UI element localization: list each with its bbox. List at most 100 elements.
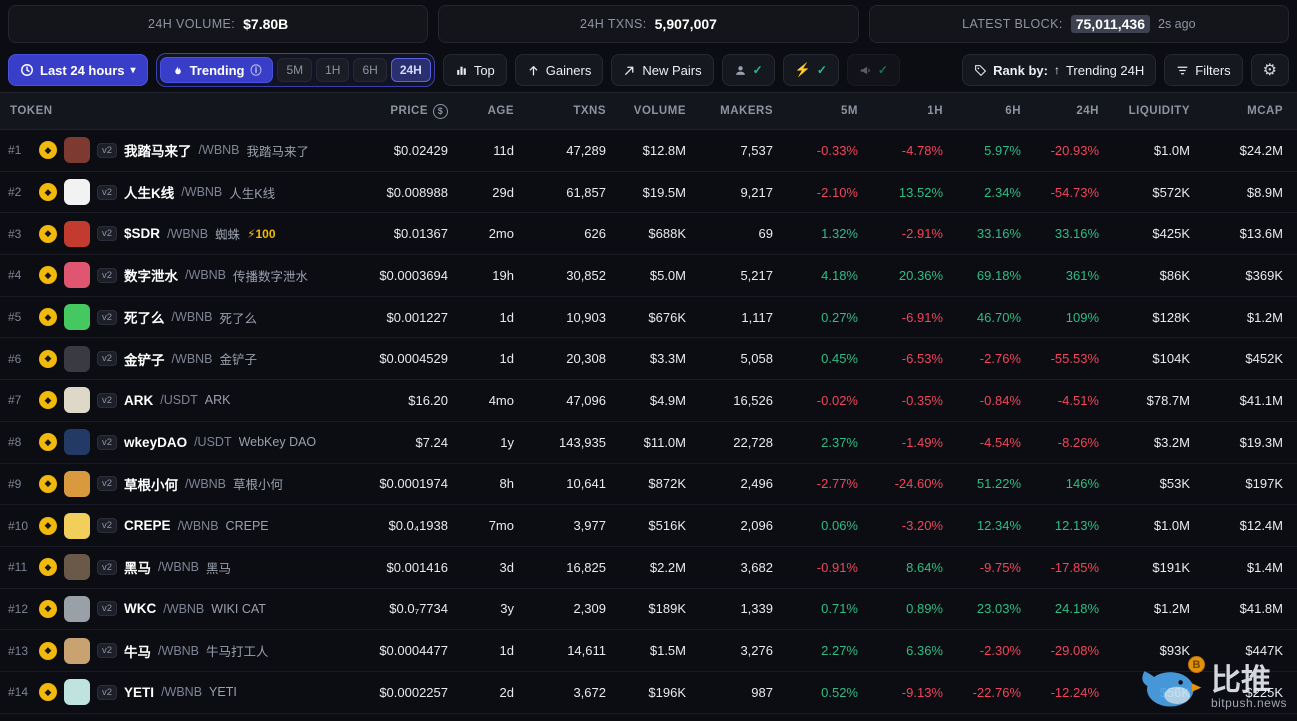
token-cell: #14 ◆ v2 YETI /WBNB YETI — [0, 679, 368, 706]
trending-button[interactable]: Trending ⓘ — [159, 57, 274, 83]
bolt-icon: ⚡ — [794, 62, 811, 77]
token-cell: #8 ◆ v2 wkeyDAO /USDT WebKey DAO — [0, 429, 368, 456]
price-cell: $0.0002257 — [379, 684, 448, 700]
header-1h[interactable]: 1H — [927, 105, 943, 117]
header-token[interactable]: TOKEN — [10, 105, 53, 117]
rank-label: #10 — [8, 518, 29, 533]
table-row[interactable]: #12 ◆ v2 WKC /WBNB WIKI CAT $0.0₇7734 3y… — [0, 589, 1297, 631]
top-button[interactable]: Top — [442, 54, 507, 86]
boosted-toggle[interactable]: ⚡ ✓ — [782, 54, 839, 86]
token-name: 黑马 — [206, 561, 232, 576]
token-avatar — [64, 429, 90, 456]
currency-toggle-icon[interactable]: $ — [433, 103, 448, 119]
change-1h-cell: -6.53% — [901, 351, 943, 367]
profile-toggle[interactable]: ✓ — [721, 54, 775, 86]
liquidity-cell: $3.2M — [1153, 434, 1190, 450]
header-24h[interactable]: 24H — [1076, 105, 1099, 117]
token-pair: /WBNB — [161, 685, 203, 700]
change-6h-cell: -9.75% — [979, 559, 1021, 575]
table-row[interactable]: #10 ◆ v2 CREPE /WBNB CREPE $0.0₄1938 7mo… — [0, 505, 1297, 547]
change-6h-cell: -0.84% — [979, 392, 1021, 408]
timeframe-1h[interactable]: 1H — [316, 58, 350, 82]
price-cell: $0.0004477 — [379, 643, 448, 659]
timeframe-24h[interactable]: 24H — [390, 58, 431, 82]
timeframe-5m[interactable]: 5M — [277, 58, 313, 82]
filters-label: Filters — [1195, 62, 1231, 78]
header-volume[interactable]: VOLUME — [633, 105, 686, 117]
megaphone-icon — [859, 64, 872, 77]
table-row[interactable]: #6 ◆ v2 金铲子 /WBNB 金铲子 $0.0004529 1d 20,3… — [0, 338, 1297, 381]
change-24h-cell: 361% — [1065, 267, 1099, 283]
rank-label: #4 — [8, 268, 22, 283]
txns-cell: 30,852 — [566, 267, 606, 283]
change-5m-cell: -0.02% — [816, 392, 858, 408]
token-table: TOKEN PRICE $ AGE TXNS VOLUME MAKERS 5M … — [0, 92, 1297, 714]
change-5m-cell: 0.06% — [821, 518, 858, 534]
filters-button[interactable]: Filters — [1164, 54, 1243, 86]
token-symbol: 死了么 — [124, 311, 165, 327]
table-row[interactable]: #7 ◆ v2 ARK /USDT ARK $16.20 4mo 47,096 … — [0, 380, 1297, 422]
txns-cell: 20,308 — [566, 351, 606, 367]
makers-cell: 2,096 — [740, 518, 773, 534]
ads-toggle[interactable]: ✓ — [846, 54, 900, 86]
token-avatar — [64, 262, 90, 289]
token-name: 传播数字泄水 — [233, 269, 309, 284]
settings-button[interactable]: ⚙ — [1250, 54, 1289, 86]
txns-cell: 10,903 — [566, 309, 606, 325]
table-row[interactable]: #8 ◆ v2 wkeyDAO /USDT WebKey DAO $7.24 1… — [0, 422, 1297, 464]
time-range-label: Last 24 hours — [40, 62, 125, 78]
table-row[interactable]: #1 ◆ v2 我踏马来了 /WBNB 我踏马来了 $0.02429 11d 4… — [0, 130, 1297, 172]
age-cell: 11d — [493, 142, 514, 158]
new-pairs-button[interactable]: New Pairs — [611, 54, 714, 86]
timeframe-6h[interactable]: 6H — [353, 58, 387, 82]
age-cell: 2d — [499, 684, 514, 700]
check-icon: ✓ — [816, 63, 827, 77]
bnb-chain-icon: ◆ — [39, 558, 57, 577]
gainers-button[interactable]: Gainers — [514, 54, 604, 86]
rank-by-button[interactable]: Rank by: ↑ Trending 24H — [962, 54, 1157, 86]
mcap-cell: $1.4M — [1246, 559, 1283, 575]
change-5m-cell: -2.77% — [816, 476, 858, 492]
change-1h-cell: 13.52% — [898, 184, 943, 200]
header-txns[interactable]: TXNS — [573, 105, 606, 117]
liquidity-cell: $1.2M — [1153, 601, 1190, 617]
table-row[interactable]: #5 ◆ v2 死了么 /WBNB 死了么 $0.001227 1d 10,90… — [0, 297, 1297, 339]
age-cell: 1d — [499, 351, 514, 367]
header-6h[interactable]: 6H — [1005, 105, 1021, 117]
price-cell: $16.20 — [408, 392, 448, 408]
table-row[interactable]: #3 ◆ v2 $SDR /WBNB 蜘蛛 ⚡100 $0.01367 2mo … — [0, 213, 1297, 256]
gainers-label: Gainers — [545, 62, 592, 78]
version-badge: v2 — [97, 643, 118, 659]
change-5m-cell: 4.18% — [821, 267, 858, 283]
new-pairs-label: New Pairs — [642, 62, 702, 78]
age-cell: 1y — [500, 434, 514, 450]
change-24h-cell: 109% — [1065, 309, 1099, 325]
bnb-chain-icon: ◆ — [39, 516, 57, 535]
table-row[interactable]: #2 ◆ v2 人生K线 /WBNB 人生K线 $0.008988 29d 61… — [0, 172, 1297, 214]
token-pair: /WBNB — [198, 143, 240, 158]
header-5m[interactable]: 5M — [841, 105, 858, 117]
rank-label: #11 — [8, 560, 28, 575]
token-avatar — [64, 679, 90, 706]
table-row[interactable]: #14 ◆ v2 YETI /WBNB YETI $0.0002257 2d 3… — [0, 672, 1297, 714]
change-1h-cell: -1.49% — [901, 434, 943, 450]
trending-group: Trending ⓘ 5M 1H 6H 24H — [155, 53, 435, 87]
liquidity-cell: $128K — [1152, 309, 1190, 325]
header-mcap[interactable]: MCAP — [1247, 105, 1283, 117]
header-age[interactable]: AGE — [487, 105, 514, 117]
mcap-cell: $8.9M — [1246, 184, 1283, 200]
change-6h-cell: 51.22% — [976, 476, 1021, 492]
time-range-button[interactable]: Last 24 hours ▾ — [8, 54, 148, 86]
table-row[interactable]: #4 ◆ v2 数字泄水 /WBNB 传播数字泄水 $0.0003694 19h… — [0, 255, 1297, 297]
header-price[interactable]: PRICE $ — [368, 103, 452, 119]
header-liquidity[interactable]: LIQUIDITY — [1128, 105, 1190, 117]
table-row[interactable]: #11 ◆ v2 黑马 /WBNB 黑马 $0.001416 3d 16,825… — [0, 547, 1297, 589]
liquidity-cell: $86K — [1159, 267, 1190, 283]
table-row[interactable]: #13 ◆ v2 牛马 /WBNB 牛马打工人 $0.0004477 1d 14… — [0, 630, 1297, 672]
txns-cell: 626 — [584, 226, 606, 242]
table-row[interactable]: #9 ◆ v2 草根小何 /WBNB 草根小何 $0.0001974 8h 10… — [0, 464, 1297, 506]
makers-cell: 3,682 — [740, 559, 773, 575]
header-makers[interactable]: MAKERS — [720, 105, 773, 117]
version-badge: v2 — [97, 142, 118, 158]
version-badge: v2 — [97, 392, 118, 408]
